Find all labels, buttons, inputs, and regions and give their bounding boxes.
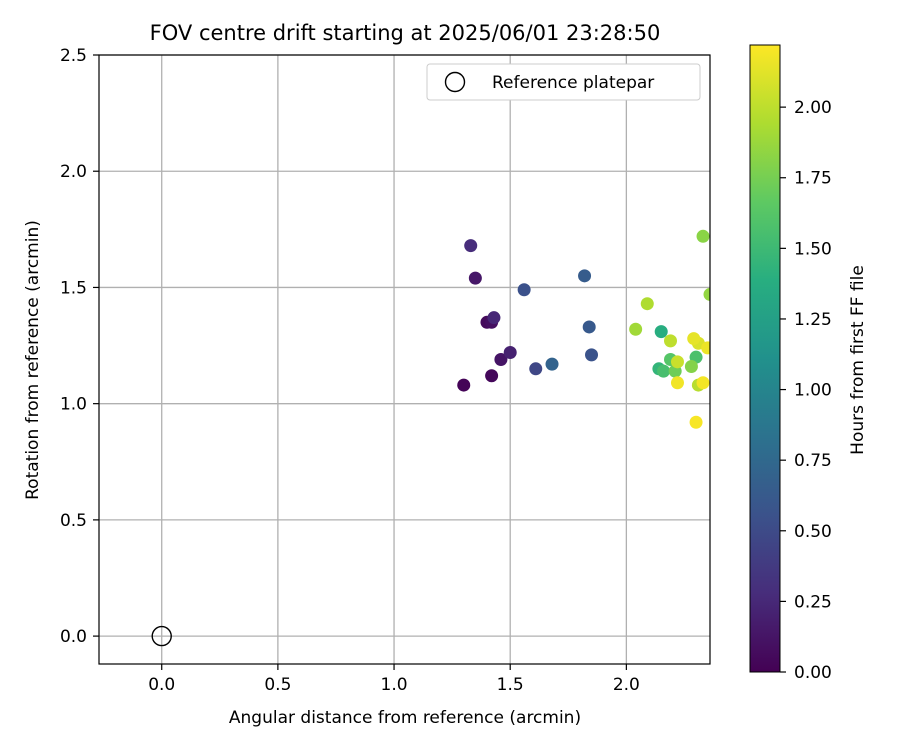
colorbar-tick-label: 1.25 bbox=[794, 310, 832, 330]
data-point bbox=[585, 348, 599, 362]
data-point bbox=[545, 357, 559, 371]
x-axis-label: Angular distance from reference (arcmin) bbox=[229, 708, 581, 728]
data-point bbox=[582, 320, 596, 334]
reference-platepar-marker bbox=[151, 625, 172, 647]
data-point bbox=[664, 334, 678, 348]
x-tick-label: 1.5 bbox=[497, 675, 524, 695]
y-tick-label: 0.5 bbox=[60, 511, 87, 531]
data-point bbox=[578, 269, 592, 283]
x-tick-label: 0.5 bbox=[264, 675, 291, 695]
colorbar-tick-label: 0.25 bbox=[794, 592, 832, 612]
y-axis-ticks: 0.0 0.5 1.0 1.5 2.0 2.5 bbox=[60, 46, 99, 647]
y-tick-label: 0.0 bbox=[60, 627, 87, 647]
grid bbox=[99, 54, 710, 664]
data-point bbox=[670, 355, 684, 369]
data-point bbox=[703, 287, 710, 301]
data-point bbox=[464, 239, 478, 253]
data-point bbox=[485, 369, 499, 383]
data-point bbox=[529, 362, 543, 376]
colorbar-gradient bbox=[749, 44, 781, 673]
colorbar-tick-label: 2.00 bbox=[794, 98, 832, 118]
colorbar-tick-label: 0.75 bbox=[794, 451, 832, 471]
data-point bbox=[689, 415, 703, 429]
reference-marker-layer bbox=[151, 625, 172, 647]
data-point bbox=[457, 378, 471, 392]
y-tick-label: 2.0 bbox=[60, 162, 87, 182]
x-tick-label: 1.0 bbox=[381, 675, 408, 695]
y-tick-label: 1.0 bbox=[60, 395, 87, 415]
plot-frame bbox=[98, 54, 711, 665]
data-point bbox=[657, 364, 671, 378]
colorbar-tick-label: 1.00 bbox=[794, 381, 832, 401]
colorbar-tick-label: 0.50 bbox=[794, 522, 832, 542]
data-point bbox=[468, 271, 482, 285]
x-tick-label: 2.0 bbox=[613, 675, 640, 695]
chart-title: FOV centre drift starting at 2025/06/01 … bbox=[150, 21, 661, 45]
data-point bbox=[487, 311, 501, 325]
colorbar-label: Hours from first FF file bbox=[848, 265, 868, 455]
colorbar-tick-label: 1.50 bbox=[794, 239, 832, 259]
data-point bbox=[494, 353, 508, 366]
data-point bbox=[629, 322, 643, 336]
data-point bbox=[654, 325, 668, 339]
colorbar-tick-label: 0.00 bbox=[794, 663, 832, 683]
legend-marker-icon bbox=[444, 71, 466, 93]
legend-box bbox=[426, 63, 701, 101]
colorbar: 0.00 0.25 0.50 0.75 1.00 1.25 1.50 1.75 2.00 Hou… bbox=[749, 44, 868, 683]
data-point bbox=[701, 341, 710, 355]
legend: Reference platepar bbox=[426, 63, 701, 101]
colorbar-tick-label: 1.75 bbox=[794, 169, 832, 189]
scatter-points bbox=[457, 229, 710, 429]
y-axis-label: Rotation from reference (arcmin) bbox=[23, 220, 43, 500]
data-point bbox=[696, 229, 710, 243]
data-point bbox=[517, 283, 531, 297]
data-point bbox=[670, 376, 684, 390]
data-point bbox=[640, 297, 654, 311]
data-point bbox=[696, 376, 710, 390]
x-axis-ticks: 0.0 0.5 1.0 1.5 2.0 bbox=[148, 664, 640, 695]
y-tick-label: 1.5 bbox=[60, 278, 87, 298]
data-point bbox=[684, 359, 698, 373]
y-tick-label: 2.5 bbox=[60, 46, 87, 66]
colorbar-ticks: 0.00 0.25 0.50 0.75 1.00 1.25 1.50 1.75 2.00 bbox=[780, 98, 832, 683]
data-point bbox=[687, 332, 701, 346]
data-point bbox=[503, 346, 517, 360]
x-tick-label: 0.0 bbox=[148, 675, 175, 695]
legend-label: Reference platepar bbox=[492, 73, 654, 93]
